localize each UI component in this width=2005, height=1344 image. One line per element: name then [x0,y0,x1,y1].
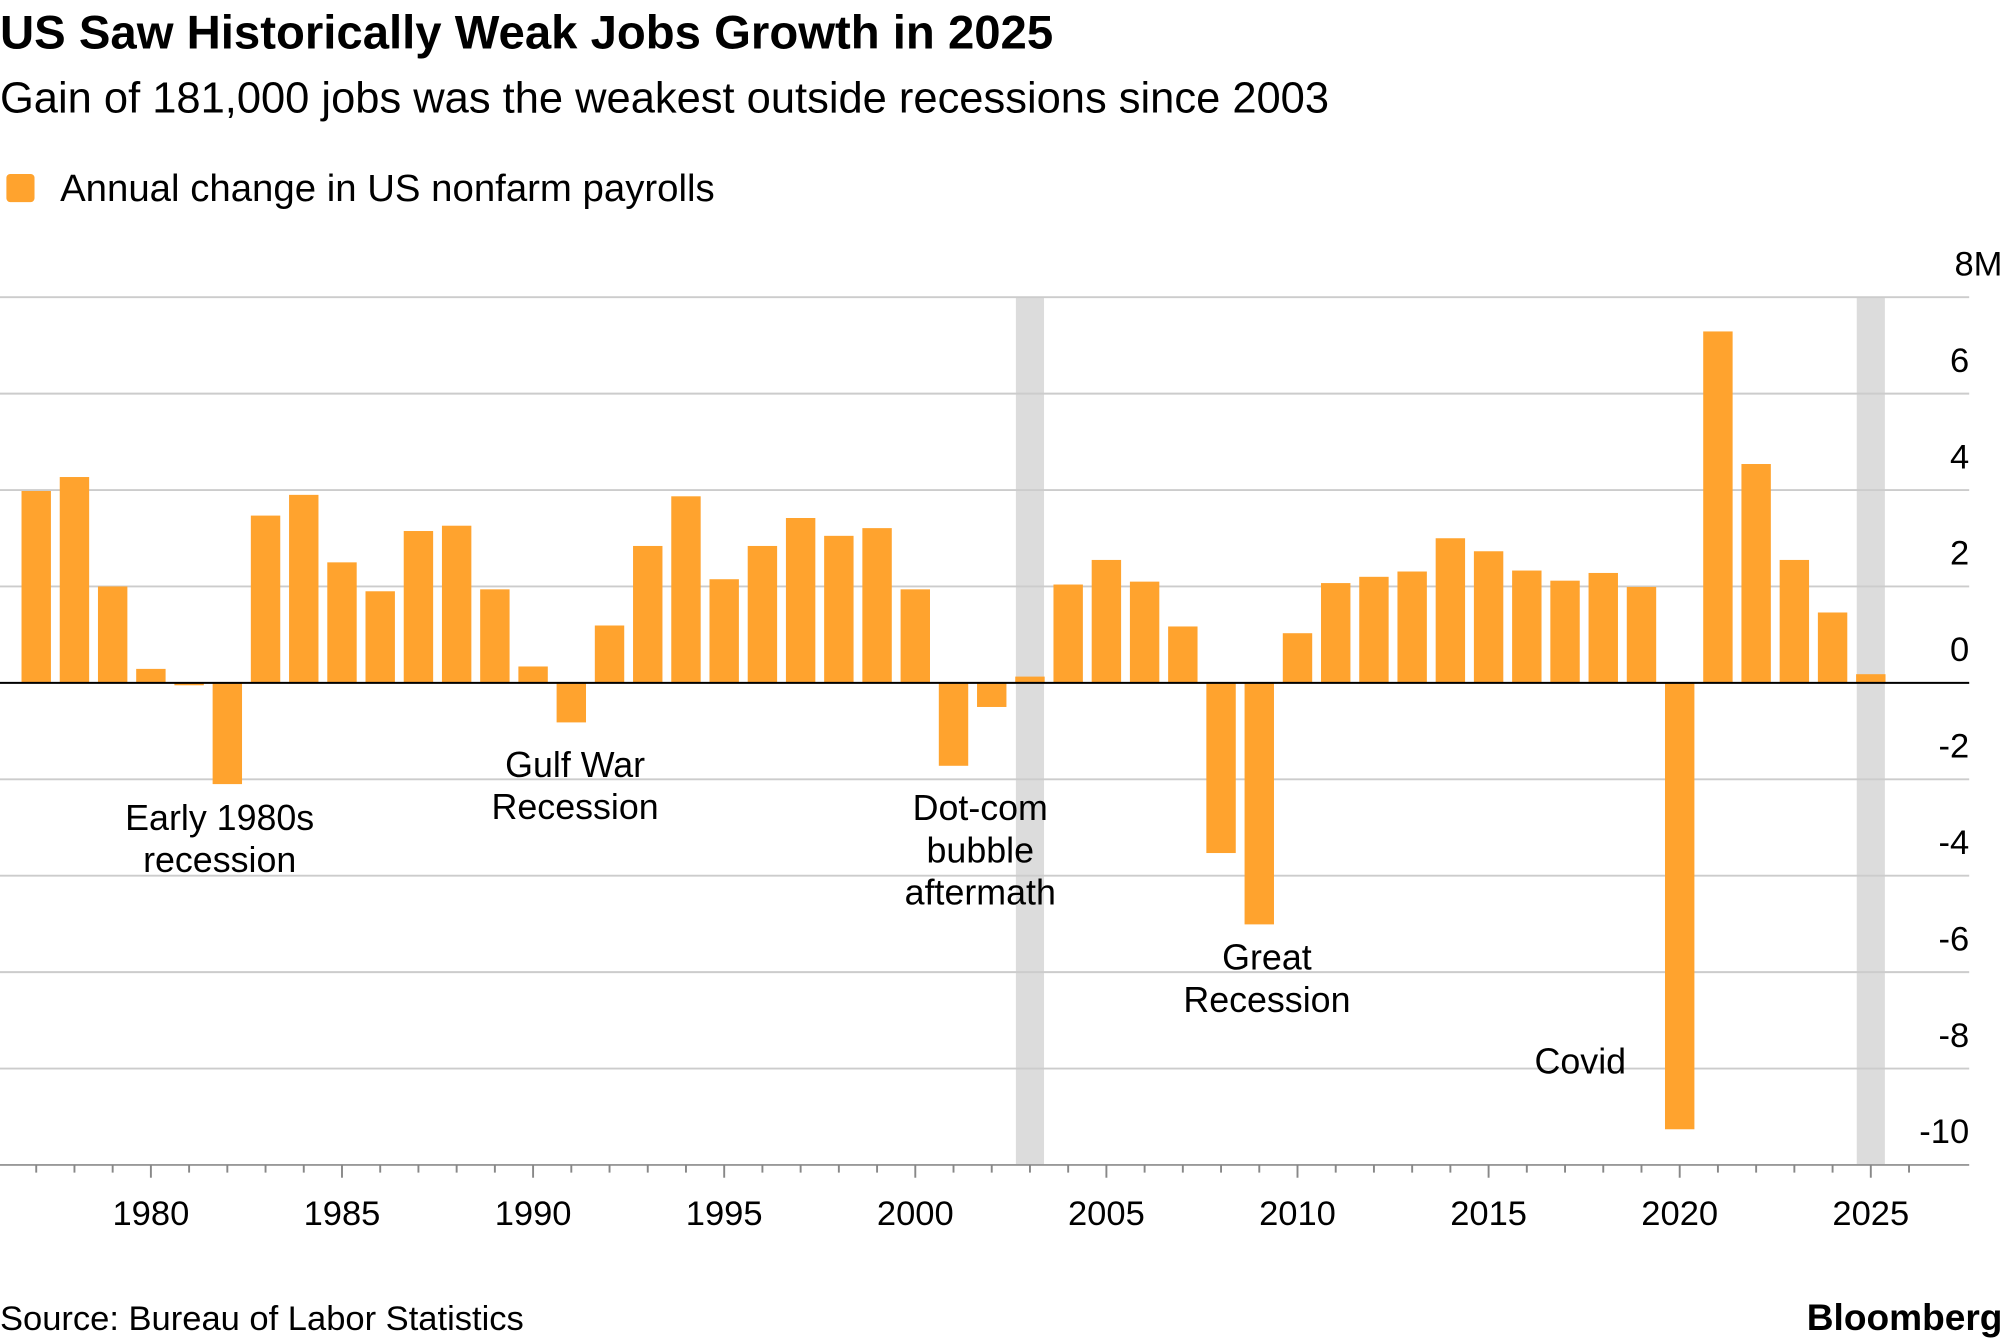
bar-1996 [747,545,778,683]
bar-1984 [289,494,319,683]
bar-1983 [250,515,281,683]
bar-2012 [1359,576,1389,683]
bar-2014 [1435,538,1466,683]
y-tick-label: 8M [1954,245,2002,283]
bar-1978 [59,477,90,683]
bar-2003 [1015,676,1045,683]
annotation-label: Great [1222,938,1312,978]
x-tick-label: 2005 [1068,1195,1145,1233]
bar-1997 [785,518,816,683]
bar-2020 [1664,682,1695,1130]
bar-2022 [1741,464,1771,683]
y-tick-label: 2 [1950,535,1969,573]
bar-2005 [1091,559,1122,683]
bar-1994 [671,496,701,683]
bar-2015 [1473,551,1504,683]
x-tick-label: 1980 [112,1195,189,1233]
annotation-label: Dot-com [913,788,1048,828]
bar-2010 [1282,633,1313,683]
x-tick-label: 2010 [1259,1195,1336,1233]
bar-1988 [441,525,472,683]
bar-2008 [1206,682,1236,854]
bar-1980 [136,668,166,683]
bar-1986 [365,591,395,683]
annotation-label: bubble [927,830,1035,870]
legend-swatch [6,173,35,203]
highlight-band [1856,297,1885,1165]
bar-2018 [1588,572,1618,683]
x-tick-label: 2025 [1832,1195,1909,1233]
bar-1991 [556,682,587,723]
bar-2011 [1321,583,1351,683]
bar-2021 [1703,331,1733,683]
bar-1989 [480,589,510,683]
y-tick-label: -2 [1938,728,1969,766]
annotation-label: Recession [492,787,659,827]
x-tick-label: 2015 [1450,1195,1527,1233]
bloomberg-logo: Bloomberg [1807,1296,2003,1338]
bar-2004 [1053,584,1083,683]
annotation-label: aftermath [905,873,1056,913]
bar-2023 [1779,559,1810,683]
x-tick-label: 1985 [304,1195,381,1233]
bar-2007 [1168,626,1198,683]
bar-2024 [1817,612,1848,683]
legend-label: Annual change in US nonfarm payrolls [60,167,715,210]
annotation-label: Recession [1183,980,1350,1020]
y-tick-label: -8 [1938,1017,1969,1055]
bar-1999 [862,528,892,683]
y-tick-label: 0 [1950,631,1969,669]
bar-2006 [1129,581,1160,683]
bar-1995 [709,579,739,683]
highlight-band [1015,297,1045,1165]
bar-1979 [97,586,128,683]
bar-2025 [1856,674,1886,683]
chart-title: US Saw Historically Weak Jobs Growth in … [0,7,1053,60]
bar-1987 [403,531,434,683]
source-note: Source: Bureau of Labor Statistics [0,1300,524,1338]
bar-1977 [21,491,51,683]
bar-1998 [824,535,854,683]
bar-1992 [594,625,625,683]
x-tick-label: 1990 [495,1195,572,1233]
x-tick-label: 2020 [1641,1195,1718,1233]
bar-2000 [900,589,930,683]
bar-2016 [1512,570,1542,683]
y-tick-label: 4 [1950,438,1969,476]
x-tick-label: 2000 [877,1195,954,1233]
bar-1982 [212,682,243,785]
y-tick-label: -6 [1938,920,1969,958]
bar-2009 [1244,682,1274,925]
bar-2002 [977,682,1007,707]
y-tick-label: -10 [1919,1113,1969,1151]
annotation-label: recession [143,840,296,880]
chart-subtitle: Gain of 181,000 jobs was the weakest out… [0,75,1329,123]
bar-2001 [938,682,969,766]
annotation-label: Gulf War [505,745,645,785]
bar-1993 [633,545,663,683]
x-tick-label: 1995 [686,1195,763,1233]
bar-2017 [1550,580,1580,683]
annotation-label: Covid [1535,1041,1627,1081]
annotation-label: Early 1980s [125,798,314,838]
bar-1990 [518,666,548,683]
bar-2019 [1626,586,1657,683]
bar-1981 [174,682,204,686]
y-tick-label: -4 [1938,824,1969,862]
y-tick-label: 6 [1950,342,1969,380]
bar-2013 [1397,571,1427,683]
bar-1985 [327,562,357,683]
